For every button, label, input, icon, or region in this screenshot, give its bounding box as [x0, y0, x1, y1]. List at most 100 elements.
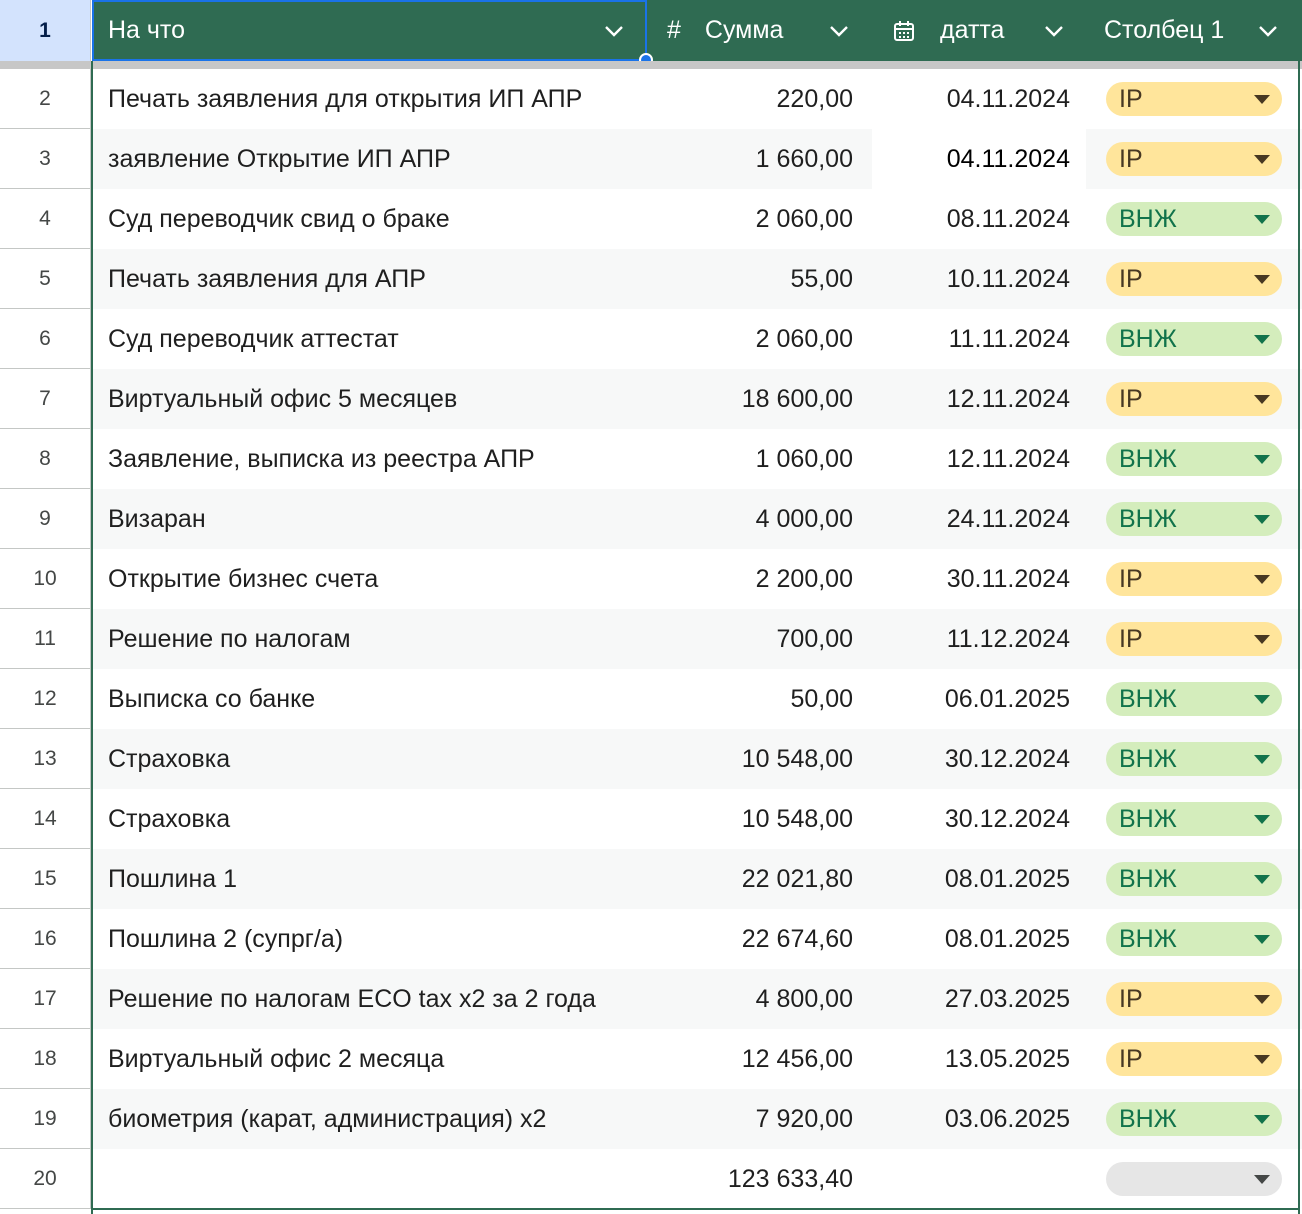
dropdown-arrow-icon[interactable]: [1254, 215, 1270, 224]
dropdown-arrow-icon[interactable]: [1254, 755, 1270, 764]
dropdown-arrow-icon[interactable]: [1254, 335, 1270, 344]
tag-dropdown-chip[interactable]: IP: [1106, 142, 1282, 176]
tag-dropdown-chip[interactable]: ВНЖ: [1106, 202, 1282, 236]
dropdown-arrow-icon[interactable]: [1254, 575, 1270, 584]
tag-dropdown-chip[interactable]: ВНЖ: [1106, 862, 1282, 896]
column-header-sum[interactable]: # Сумма: [647, 0, 870, 61]
cell-desc[interactable]: Виртуальный офис 5 месяцев: [108, 384, 458, 413]
cell-desc[interactable]: [108, 1149, 708, 1209]
cell-sum[interactable]: 4 800,00: [755, 984, 853, 1013]
row-header[interactable]: 15: [0, 849, 91, 909]
row-header[interactable]: 12: [0, 669, 91, 729]
dropdown-arrow-icon[interactable]: [1254, 455, 1270, 464]
column-header-desc[interactable]: На что: [92, 0, 647, 61]
cell-sum[interactable]: 2 060,00: [755, 324, 853, 353]
dropdown-arrow-icon[interactable]: [1254, 515, 1270, 524]
dropdown-arrow-icon[interactable]: [1254, 275, 1270, 284]
cell-desc[interactable]: Суд переводчик аттестат: [108, 324, 399, 353]
cell-desc[interactable]: Пошлина 2 (супрг/а): [108, 924, 344, 953]
cell-sum[interactable]: 10 548,00: [741, 804, 853, 833]
cell-sum[interactable]: 18 600,00: [741, 384, 853, 413]
tag-dropdown-chip[interactable]: ВНЖ: [1106, 322, 1282, 356]
tag-dropdown-chip[interactable]: IP: [1106, 982, 1282, 1016]
chevron-down-icon[interactable]: [1256, 0, 1280, 61]
tag-dropdown-chip[interactable]: ВНЖ: [1106, 922, 1282, 956]
cell-date[interactable]: 11.12.2024: [946, 624, 1070, 653]
chevron-down-icon[interactable]: [827, 0, 851, 61]
row-header[interactable]: 3: [0, 129, 91, 189]
cell-sum[interactable]: 22 674,60: [741, 924, 853, 953]
cell-date[interactable]: 08.01.2025: [944, 864, 1070, 893]
cell-desc[interactable]: Решение по налогам: [108, 624, 351, 653]
row-header[interactable]: 11: [0, 609, 91, 669]
tag-dropdown-chip[interactable]: ВНЖ: [1106, 442, 1282, 476]
tag-dropdown-chip[interactable]: ВНЖ: [1106, 742, 1282, 776]
tag-dropdown-chip[interactable]: ВНЖ: [1106, 682, 1282, 716]
cell-desc[interactable]: Суд переводчик свид о браке: [108, 204, 450, 233]
row-header[interactable]: 5: [0, 249, 91, 309]
tag-dropdown-chip[interactable]: IP: [1106, 622, 1282, 656]
dropdown-arrow-icon[interactable]: [1254, 95, 1270, 104]
cell-sum[interactable]: 4 000,00: [755, 504, 853, 533]
cell-date[interactable]: 30.12.2024: [944, 804, 1070, 833]
cell-desc[interactable]: Открытие бизнес счета: [108, 564, 379, 593]
cell-sum[interactable]: 1 060,00: [755, 444, 853, 473]
cell-date[interactable]: 03.06.2025: [944, 1104, 1070, 1133]
cell-sum[interactable]: 123 633,40: [727, 1164, 853, 1193]
cell-desc[interactable]: Выписка со банке: [108, 684, 316, 713]
cell-date[interactable]: [872, 1149, 1070, 1209]
tag-dropdown-chip[interactable]: ВНЖ: [1106, 1102, 1282, 1136]
cell-date[interactable]: 04.11.2024: [946, 84, 1070, 113]
cell-date[interactable]: 13.05.2025: [944, 1044, 1070, 1073]
dropdown-arrow-icon[interactable]: [1254, 155, 1270, 164]
cell-date[interactable]: 12.11.2024: [946, 384, 1070, 413]
chevron-down-icon[interactable]: [1042, 0, 1066, 61]
row-header[interactable]: 7: [0, 369, 91, 429]
row-header[interactable]: 8: [0, 429, 91, 489]
tag-dropdown-chip[interactable]: IP: [1106, 82, 1282, 116]
cell-date[interactable]: 30.12.2024: [944, 744, 1070, 773]
dropdown-arrow-icon[interactable]: [1254, 1055, 1270, 1064]
cell-date[interactable]: 24.11.2024: [946, 504, 1070, 533]
row-header-1[interactable]: 1: [0, 0, 91, 61]
cell-desc[interactable]: Виртуальный офис 2 месяца: [108, 1044, 445, 1073]
dropdown-arrow-icon[interactable]: [1254, 815, 1270, 824]
tag-dropdown-chip[interactable]: IP: [1106, 262, 1282, 296]
row-header[interactable]: 16: [0, 909, 91, 969]
freeze-divider[interactable]: [0, 61, 1302, 69]
cell-desc[interactable]: Визаран: [108, 504, 206, 533]
row-header[interactable]: 14: [0, 789, 91, 849]
row-header[interactable]: 6: [0, 309, 91, 369]
cell-sum[interactable]: 700,00: [776, 624, 853, 653]
row-header[interactable]: 17: [0, 969, 91, 1029]
cell-date[interactable]: 30.11.2024: [946, 564, 1070, 593]
cell-sum[interactable]: 2 060,00: [755, 204, 853, 233]
cell-desc[interactable]: Страховка: [108, 804, 231, 833]
row-header[interactable]: 19: [0, 1089, 91, 1149]
cell-date[interactable]: 11.11.2024: [948, 324, 1070, 353]
dropdown-arrow-icon[interactable]: [1254, 1115, 1270, 1124]
cell-sum[interactable]: 50,00: [790, 684, 853, 713]
cell-date[interactable]: 08.01.2025: [944, 924, 1070, 953]
cell-desc[interactable]: Страховка: [108, 744, 231, 773]
dropdown-arrow-icon[interactable]: [1254, 875, 1270, 884]
cell-sum[interactable]: 22 021,80: [741, 864, 853, 893]
cell-desc[interactable]: Заявление, выписка из реестра АПР: [108, 444, 535, 473]
tag-dropdown-chip[interactable]: IP: [1106, 562, 1282, 596]
cell-desc[interactable]: Печать заявления для открытия ИП АПР: [108, 84, 583, 113]
tag-dropdown-chip[interactable]: IP: [1106, 1042, 1282, 1076]
row-header[interactable]: 20: [0, 1149, 91, 1209]
cell-date[interactable]: 06.01.2025: [944, 684, 1070, 713]
chevron-down-icon[interactable]: [602, 0, 626, 61]
cell-sum[interactable]: 1 660,00: [755, 144, 853, 173]
cell-desc[interactable]: Печать заявления для АПР: [108, 264, 426, 293]
dropdown-arrow-icon[interactable]: [1254, 935, 1270, 944]
cell-sum[interactable]: 55,00: [790, 264, 853, 293]
tag-dropdown-chip[interactable]: ВНЖ: [1106, 502, 1282, 536]
cell-desc[interactable]: заявление Открытие ИП АПР: [108, 144, 451, 173]
dropdown-arrow-icon[interactable]: [1254, 635, 1270, 644]
dropdown-arrow-icon[interactable]: [1254, 695, 1270, 704]
cell-date[interactable]: 27.03.2025: [944, 984, 1070, 1013]
cell-date[interactable]: 10.11.2024: [946, 264, 1070, 293]
row-header[interactable]: 13: [0, 729, 91, 789]
